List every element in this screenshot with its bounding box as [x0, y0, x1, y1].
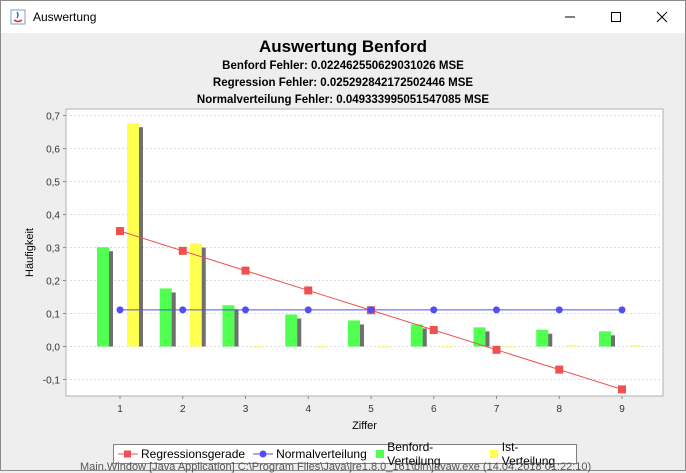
y-tick-label: -0,1 — [43, 376, 61, 387]
point-normal — [555, 306, 563, 314]
point-regression — [178, 246, 187, 255]
close-icon — [656, 11, 668, 23]
point-regression — [618, 385, 626, 394]
legend-item-regression: Regressionsgerade — [118, 447, 245, 461]
bar-ist — [378, 346, 390, 348]
point-regression — [304, 286, 313, 295]
legend-normal-swatch — [253, 450, 274, 458]
y-axis-label: Häufigkeit — [24, 228, 36, 277]
bar-benford — [348, 320, 360, 347]
bar-ist — [629, 345, 641, 347]
window-title: Auswertung — [33, 10, 97, 24]
point-regression — [555, 365, 564, 374]
legend-label-benford: Benford-Verteilung — [387, 440, 441, 468]
legend-item-ist: Ist-Verteilung — [489, 440, 568, 468]
bar-benford — [473, 327, 486, 347]
bar-benford — [410, 324, 423, 347]
y-tick-label: 0,3 — [46, 244, 60, 255]
chart-subtitle-normal: Normalverteilung Fehler: 0.0493339950515… — [196, 94, 490, 106]
chart-area: 0,7 0,6 0,5 0,4 0,3 0,2 0,1 0,0 -0,1 1 2 3 4 5 6 7 8 9 Zif… — [24, 108, 664, 432]
x-tick-label: 6 — [431, 404, 437, 415]
legend-label-regression: Regressionsgerade — [141, 447, 246, 461]
y-tick-label: 0,6 — [46, 145, 60, 156]
legend-label-ist: Ist-Verteilung — [501, 440, 556, 468]
point-normal — [116, 306, 124, 314]
x-tick-label: 2 — [180, 404, 186, 415]
point-normal — [367, 306, 375, 314]
x-tick-label: 9 — [619, 404, 625, 415]
x-tick-label: 1 — [117, 404, 123, 415]
point-regression — [492, 345, 501, 354]
bar-ist — [315, 346, 328, 348]
bar-ist — [440, 346, 453, 348]
java-icon — [10, 9, 26, 25]
bar-benford — [97, 247, 109, 347]
legend-benford-swatch — [375, 450, 384, 458]
point-normal — [242, 306, 249, 314]
point-regression — [429, 326, 438, 335]
legend-item-benford: Benford-Verteilung — [375, 440, 482, 468]
legend-ist-swatch — [490, 450, 499, 458]
plot-background — [65, 108, 664, 397]
bar-ist — [503, 346, 516, 348]
x-axis-label: Ziffer — [352, 420, 377, 432]
bar-ist — [189, 243, 202, 347]
bar-benford — [599, 331, 611, 347]
point-regression — [116, 227, 124, 236]
y-tick-label: 0,5 — [46, 178, 60, 189]
bar-ist — [566, 345, 579, 347]
x-tick-label: 4 — [305, 404, 311, 415]
bar-benford — [159, 288, 172, 347]
point-normal — [430, 306, 438, 314]
background-console-text: Main.Window [Java Application] C:\Progra… — [80, 461, 592, 473]
bar-benford — [536, 329, 549, 347]
point-normal — [618, 306, 626, 314]
maximize-icon — [611, 12, 621, 22]
bar-benford — [285, 314, 298, 347]
minimize-button[interactable] — [547, 1, 593, 33]
y-tick-label: 0,7 — [46, 112, 60, 123]
bar-ist — [252, 346, 265, 348]
minimize-icon — [565, 16, 575, 18]
legend-regression-swatch — [118, 450, 138, 458]
x-tick-label: 8 — [556, 404, 562, 415]
y-tick-label: 0,2 — [46, 277, 60, 288]
point-normal — [179, 306, 187, 314]
chart-legend: Regressionsgerade Normalverteilung Benfo… — [113, 440, 577, 468]
x-tick-label: 3 — [243, 404, 249, 415]
x-tick-label: 7 — [494, 404, 500, 415]
close-button[interactable] — [639, 1, 685, 33]
chart-subtitle-regression: Regression Fehler: 0.025292842172502446 … — [212, 77, 474, 89]
bar-benford — [222, 305, 235, 347]
maximize-button[interactable] — [593, 1, 639, 33]
chart-subtitle-benford: Benford Fehler: 0.022462550629031026 MSE — [222, 60, 464, 72]
point-normal — [304, 306, 312, 314]
legend-label-normal: Normalverteilung — [276, 447, 367, 461]
y-tick-label: 0,4 — [46, 211, 60, 222]
x-tick-label: 5 — [368, 404, 374, 415]
point-normal — [493, 306, 500, 314]
legend-item-normal: Normalverteilung — [253, 447, 367, 461]
chart-title: Auswertung Benford — [258, 37, 428, 56]
point-regression — [241, 266, 250, 275]
title-bar: Auswertung — [1, 1, 685, 33]
y-tick-label: 0,1 — [46, 310, 60, 321]
y-tick-label: 0,0 — [46, 343, 60, 354]
